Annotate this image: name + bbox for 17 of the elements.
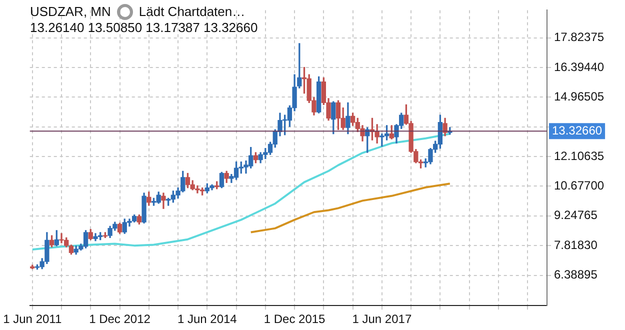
x-tick-label: 1 Jun 2014 [177, 312, 238, 326]
y-tick-label: 12.10635 [554, 148, 604, 163]
y-tick-label: 7.81830 [554, 238, 598, 252]
y-tick-label: 16.39440 [554, 60, 604, 74]
y-tick-label: 10.67700 [554, 178, 604, 193]
x-tick-label: 1 Jun 2017 [352, 312, 412, 326]
x-tick-label: 1 Dec 2012 [89, 312, 151, 326]
y-tick-label: 17.82375 [554, 30, 604, 44]
y-tick-label: 14.96505 [554, 89, 604, 104]
text: 13.26140 13.50850 13.17387 13.32660 [30, 20, 258, 36]
chart-title: USDZAR, MN [30, 4, 111, 20]
y-tick-label: 9.24765 [554, 208, 598, 222]
x-tick-label: 1 Jun 2011 [3, 312, 62, 326]
y-tick-label: 6.38895 [554, 268, 598, 282]
annotation: Lädt Chartdaten… [138, 4, 246, 20]
ref-line-label: 13.32660 [552, 123, 602, 138]
x-tick-label: 1 Dec 2015 [264, 312, 326, 326]
